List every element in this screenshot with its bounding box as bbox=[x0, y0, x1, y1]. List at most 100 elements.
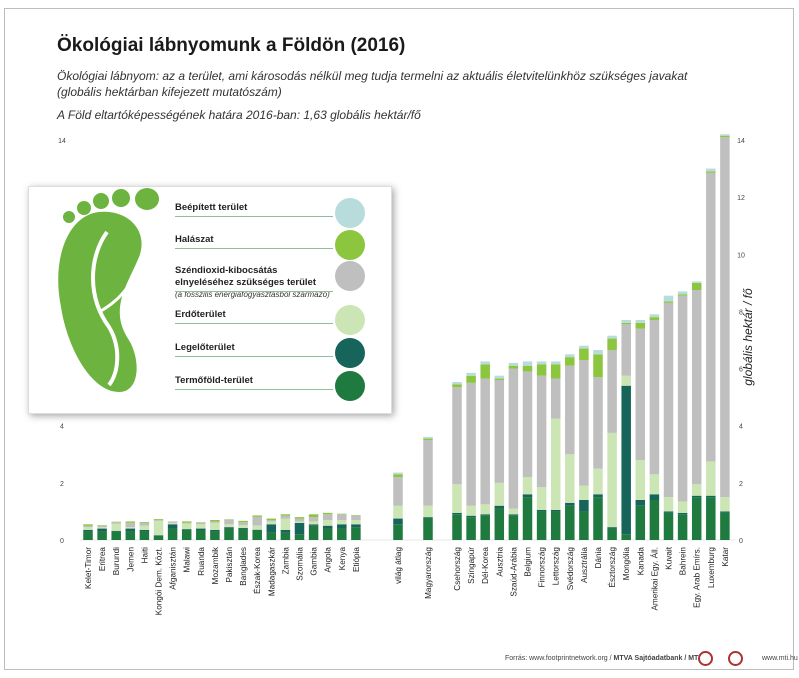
bar-segment bbox=[238, 522, 248, 526]
bar-segment bbox=[720, 497, 730, 512]
bar-segment bbox=[393, 505, 403, 519]
category-label: Kongói Dem. Közt. bbox=[155, 547, 164, 615]
bar-segment bbox=[452, 387, 462, 485]
category-label: Csehország bbox=[453, 547, 462, 591]
bar-segment bbox=[452, 514, 462, 540]
y-axis-title: globális hektár / fő bbox=[741, 288, 755, 386]
bar-segment bbox=[550, 511, 561, 540]
bar-segment bbox=[720, 137, 730, 498]
bar-segment bbox=[196, 524, 206, 529]
bar-segment bbox=[607, 335, 617, 339]
bar-segment bbox=[210, 530, 220, 532]
bar-segment bbox=[337, 513, 347, 515]
y-tick-label-right: 0 bbox=[739, 538, 743, 545]
cow-icon bbox=[335, 338, 365, 368]
bar-segment bbox=[536, 361, 547, 365]
bar-segment bbox=[153, 519, 164, 520]
bar-segment bbox=[423, 438, 433, 440]
subtitle-capacity-note: A Föld eltartóképességének határa 2016-b… bbox=[57, 108, 421, 122]
bar-segment bbox=[308, 525, 319, 540]
bar-segment bbox=[322, 512, 333, 515]
category-label: Bahrein bbox=[679, 547, 688, 576]
bar-segment bbox=[351, 527, 361, 540]
bar-segment bbox=[111, 521, 121, 523]
bar-segment bbox=[181, 530, 192, 540]
bar-segment bbox=[706, 168, 716, 172]
bar-segment bbox=[593, 350, 603, 355]
bar-segment bbox=[393, 472, 403, 475]
bar-segment bbox=[308, 524, 319, 526]
bar-segment bbox=[691, 497, 702, 540]
category-label: Mongólia bbox=[622, 547, 631, 581]
bar-segment bbox=[635, 460, 646, 500]
category-label: Afganisztán bbox=[169, 547, 178, 590]
bar-segment bbox=[494, 378, 505, 380]
bar-segment bbox=[167, 522, 178, 525]
bar-segment bbox=[607, 338, 617, 350]
bar-segment bbox=[153, 535, 164, 536]
bar-segment bbox=[508, 508, 519, 515]
bar-segment bbox=[393, 518, 403, 525]
category-label: Etiópia bbox=[352, 547, 361, 572]
bar-segment bbox=[322, 514, 333, 520]
bar-segment bbox=[508, 362, 519, 366]
category-label: Szingapúr bbox=[467, 547, 476, 584]
legend-divider bbox=[175, 216, 333, 217]
category-label: világ átlag bbox=[394, 547, 403, 584]
bar-segment bbox=[111, 522, 121, 524]
bar-segment bbox=[224, 524, 234, 528]
bar-segment bbox=[565, 354, 575, 358]
page-title: Ökológiai lábnyomunk a Földön (2016) bbox=[57, 35, 406, 56]
bar-segment bbox=[649, 314, 660, 318]
bar-segment bbox=[536, 364, 547, 376]
bar-segment bbox=[550, 364, 561, 379]
bar-segment bbox=[649, 320, 660, 475]
bar-segment bbox=[621, 322, 631, 325]
bar-segment bbox=[593, 494, 603, 498]
y-tick-label-right: 8 bbox=[739, 309, 743, 316]
bar-segment bbox=[238, 525, 248, 528]
bar-segment bbox=[720, 134, 730, 136]
y-tick-label-right: 10 bbox=[737, 252, 745, 259]
site-text: www.mti.hu bbox=[762, 655, 798, 662]
bar-segment bbox=[522, 371, 533, 478]
bar-segment bbox=[224, 528, 234, 540]
source-text: Forrás: www.footprintnetwork.org / bbox=[505, 655, 614, 662]
bar-segment bbox=[125, 522, 136, 528]
bar-segment bbox=[337, 520, 347, 525]
bar-segment bbox=[224, 520, 234, 525]
bar-segment bbox=[550, 361, 561, 365]
bar-segment bbox=[308, 514, 319, 518]
bar-segment bbox=[83, 524, 93, 526]
bar-segment bbox=[706, 497, 716, 540]
bar-segment bbox=[210, 521, 220, 523]
category-label: Madagaszkár bbox=[267, 547, 276, 596]
category-label: Pakisztán bbox=[225, 547, 234, 583]
bar-segment bbox=[423, 505, 433, 518]
bar-segment bbox=[635, 320, 646, 323]
legend-label: Legelőterület bbox=[175, 342, 235, 353]
legend-label: Termőföld-terület bbox=[175, 375, 253, 386]
bar-segment bbox=[181, 521, 192, 523]
y-tick-label-left: 4 bbox=[60, 424, 64, 431]
bar-segment bbox=[125, 527, 136, 529]
bar-segment bbox=[522, 361, 533, 366]
bar-segment bbox=[466, 505, 476, 516]
bar-segment bbox=[649, 317, 660, 320]
category-label: Észtország bbox=[607, 547, 617, 588]
bar-segment bbox=[522, 494, 533, 498]
bar-segment bbox=[452, 382, 462, 385]
bar-segment bbox=[607, 432, 617, 528]
bar-segment bbox=[280, 532, 291, 540]
bar-segment bbox=[111, 523, 121, 531]
bar-segment bbox=[565, 454, 575, 503]
bar-segment bbox=[480, 514, 490, 516]
bar-segment bbox=[635, 322, 646, 329]
bar-segment bbox=[579, 511, 589, 540]
category-label: Szaúd-Arábia bbox=[509, 547, 518, 597]
bar-segment bbox=[691, 281, 702, 283]
bar-segment bbox=[210, 520, 220, 522]
bar-segment bbox=[579, 360, 589, 486]
bar-segment bbox=[565, 505, 575, 540]
